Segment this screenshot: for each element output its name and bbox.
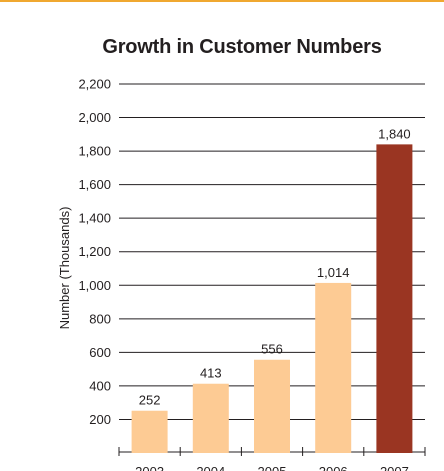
data-label-2007: 1,840	[378, 126, 411, 141]
x-tick-label-2007: 2007	[380, 464, 409, 471]
x-tick-label-2005: 2005	[258, 464, 287, 471]
bar-2005	[254, 359, 290, 453]
y-tick-label: 1,600	[78, 177, 111, 192]
data-label-2006: 1,014	[317, 265, 350, 280]
y-tick-label: 600	[89, 345, 111, 360]
y-tick-label: 200	[89, 412, 111, 427]
data-labels: 252 413 556 1,014 1,840	[139, 126, 411, 407]
data-label-2004: 413	[200, 366, 222, 381]
bar-2003	[131, 410, 168, 453]
y-tick-label: 1,400	[78, 211, 111, 226]
x-tick-label-2006: 2006	[319, 464, 348, 471]
y-tick-label: 2,000	[78, 110, 111, 125]
bar-2007	[376, 144, 413, 453]
data-label-2003: 252	[139, 393, 161, 408]
bar-2006	[315, 282, 352, 453]
bars	[131, 144, 413, 453]
y-tick-labels: 200 400 600 800 1,000 1,200 1,400 1,600 1,800 2,0…	[78, 77, 111, 427]
y-tick-label: 1,000	[78, 278, 111, 293]
y-tick-label: 1,800	[78, 144, 111, 159]
y-tick-label: 800	[89, 311, 111, 326]
data-label-2005: 556	[261, 342, 283, 357]
bar-2004	[192, 383, 229, 453]
y-axis-title: Number (Thousands)	[57, 207, 72, 330]
y-tick-label: 2,200	[78, 77, 111, 92]
chart-title: Growth in Customer Numbers	[102, 36, 382, 58]
top-accent-rule	[0, 0, 444, 2]
y-tick-label: 400	[89, 378, 111, 393]
x-tick-label-2003: 2003	[135, 464, 164, 471]
y-tick-label: 1,200	[78, 244, 111, 259]
